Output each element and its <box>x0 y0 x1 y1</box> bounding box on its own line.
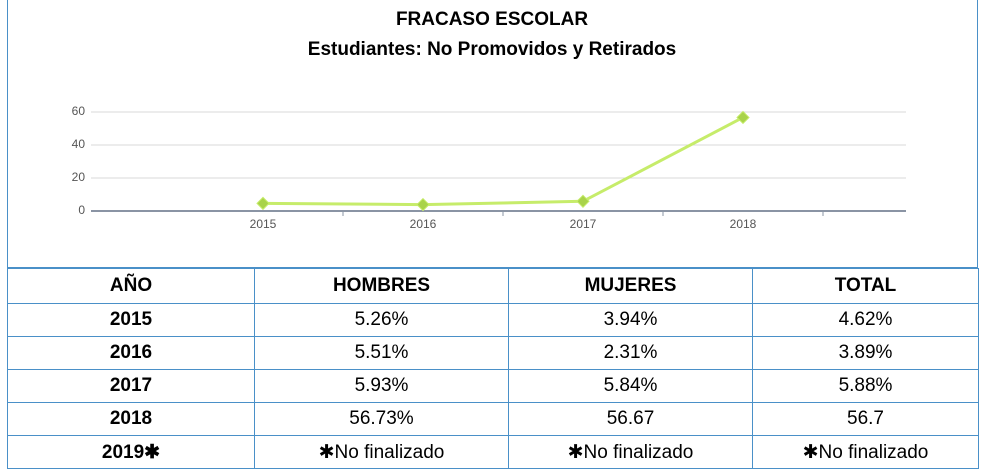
table-cell: 56.73% <box>254 402 509 436</box>
table-cell: 5.88% <box>752 369 979 403</box>
table-cell: 3.94% <box>508 303 753 337</box>
data-table: AÑO HOMBRES MUJERES TOTAL 2015 5.26% 3.94% 4.62… <box>7 268 979 469</box>
header-cell: TOTAL <box>752 268 979 304</box>
x-tick-label: 2015 <box>250 217 277 231</box>
table-cell: 5.26% <box>254 303 509 337</box>
table-cell: 56.67 <box>508 402 753 436</box>
year-cell: 2016 <box>7 336 255 370</box>
table-body: AÑO HOMBRES MUJERES TOTAL 2015 5.26% 3.94% 4.62… <box>7 268 979 469</box>
table-cell: 5.84% <box>508 369 753 403</box>
table-row: 2016 5.51% 2.31% 3.89% <box>7 336 979 370</box>
x-tick-label: 2017 <box>570 217 597 231</box>
data-marker <box>416 197 430 212</box>
table-cell: 5.51% <box>254 336 509 370</box>
table-cell: 56.7 <box>752 402 979 436</box>
year-cell: 2015 <box>7 303 255 337</box>
table-cell: ✱No finalizado <box>254 435 509 469</box>
year-cell: 2017 <box>7 369 255 403</box>
header-cell: HOMBRES <box>254 268 509 304</box>
table-cell: 2.31% <box>508 336 753 370</box>
header-row: AÑO HOMBRES MUJERES TOTAL <box>7 268 979 304</box>
data-marker <box>256 196 270 211</box>
table-cell: 5.93% <box>254 369 509 403</box>
x-tick-label: 2016 <box>410 217 437 231</box>
y-tick-label: 40 <box>72 137 86 151</box>
table-cell: ✱No finalizado <box>508 435 753 469</box>
chart-panel: FRACASO ESCOLAR Estudiantes: No Promovid… <box>7 0 978 268</box>
chart-title: FRACASO ESCOLAR <box>396 9 588 30</box>
data-line <box>262 116 744 207</box>
table-cell: 4.62% <box>752 303 979 337</box>
table-row: 2015 5.26% 3.94% 4.62% <box>7 303 979 337</box>
chart-subtitle: Estudiantes: No Promovidos y Retirados <box>308 39 676 60</box>
chart: FRACASO ESCOLAR Estudiantes: No Promovid… <box>72 9 906 231</box>
table-row: 2017 5.93% 5.84% 5.88% <box>7 369 979 403</box>
data-marker <box>736 110 750 125</box>
data-marker <box>576 194 590 209</box>
y-tick-label: 0 <box>78 203 85 217</box>
header-cell: AÑO <box>7 268 255 304</box>
header-cell: MUJERES <box>508 268 753 304</box>
y-tick-label: 20 <box>72 170 86 184</box>
y-tick-label: 60 <box>72 104 86 118</box>
table-row: 2019✱ ✱No finalizado ✱No finalizado ✱No fin… <box>7 435 979 469</box>
table-cell: 3.89% <box>752 336 979 370</box>
table-cell: ✱No finalizado <box>752 435 979 469</box>
table-row: 2018 56.73% 56.67 56.7 <box>7 402 979 436</box>
x-tick-label: 2018 <box>730 217 757 231</box>
year-cell: 2019✱ <box>7 435 255 469</box>
year-cell: 2018 <box>7 402 255 436</box>
